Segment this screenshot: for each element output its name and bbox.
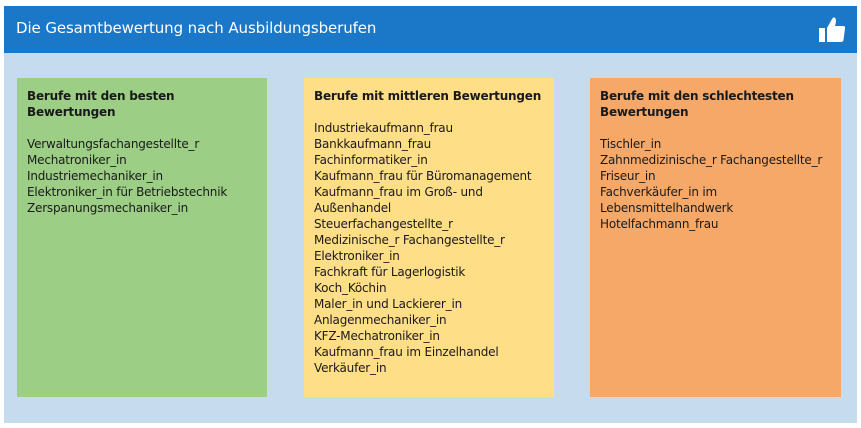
middle-ratings-list: Industriekaufmann_frau Bankkaufmann_frau… bbox=[314, 120, 544, 376]
middle-ratings-title: Berufe mit mittleren Bewertungen bbox=[314, 89, 542, 103]
worst-ratings-list: Tischler_in Zahnmedizinische_r Fachanges… bbox=[600, 136, 831, 232]
header-bar: Die Gesamtbewertung nach Ausbildungsberu… bbox=[4, 6, 857, 53]
list-item: Steuerfachangestellte_r bbox=[314, 217, 453, 231]
list-item: KFZ-Mechatroniker_in bbox=[314, 329, 440, 343]
middle-ratings-box: Berufe mit mittleren Bewertungen Industr… bbox=[304, 78, 554, 397]
list-item: Tischler_in bbox=[600, 137, 662, 151]
list-item: Maler_in und Lackierer_in bbox=[314, 297, 462, 311]
list-item: Zerspanungsmechaniker_in bbox=[27, 201, 188, 215]
list-item: Fachinformatiker_in bbox=[314, 153, 428, 167]
list-item: Kaufmann_frau für Büromanagement bbox=[314, 169, 532, 183]
list-item: Industriemechaniker_in bbox=[27, 169, 163, 183]
list-item: Zahnmedizinische_r Fachangestellte_r bbox=[600, 153, 823, 167]
list-item: Industriekaufmann_frau bbox=[314, 121, 453, 135]
list-item: Friseur_in bbox=[600, 169, 656, 183]
list-item: Verkäufer_in bbox=[314, 361, 387, 375]
list-item: Kaufmann_frau im Groß- und Außenhandel bbox=[314, 185, 483, 215]
list-item: Anlagenmechaniker_in bbox=[314, 313, 447, 327]
best-ratings-box: Berufe mit den besten Bewertungen Verwal… bbox=[17, 78, 267, 397]
list-item: Koch_Köchin bbox=[314, 281, 387, 295]
worst-ratings-box: Berufe mit den schlechtesten Bewertungen… bbox=[590, 78, 841, 397]
list-item: Bankkaufmann_frau bbox=[314, 137, 432, 151]
list-item: Elektroniker_in bbox=[314, 249, 400, 263]
best-ratings-list: Verwaltungsfachangestellte_r Mechatronik… bbox=[27, 136, 257, 216]
list-item: Kaufmann_frau im Einzelhandel bbox=[314, 345, 499, 359]
list-item: Hotelfachmann_frau bbox=[600, 217, 719, 231]
list-item: Mechatroniker_in bbox=[27, 153, 127, 167]
best-ratings-title: Berufe mit den besten Bewertungen bbox=[27, 89, 175, 119]
list-item: Medizinische_r Fachangestellte_r bbox=[314, 233, 505, 247]
list-item: Fachkraft für Lagerlogistik bbox=[314, 265, 466, 279]
worst-ratings-title: Berufe mit den schlechtesten Bewertungen bbox=[600, 89, 794, 119]
thumbs-up-icon bbox=[819, 17, 846, 42]
list-item: Elektroniker_in für Betriebstechnik bbox=[27, 185, 228, 199]
page-title: Die Gesamtbewertung nach Ausbildungsberu… bbox=[16, 19, 377, 37]
list-item: Fachverkäufer_in im Lebensmittelhandwerk bbox=[600, 185, 734, 215]
list-item: Verwaltungsfachangestellte_r bbox=[27, 137, 200, 151]
rating-panel: Die Gesamtbewertung nach Ausbildungsberu… bbox=[4, 6, 857, 423]
